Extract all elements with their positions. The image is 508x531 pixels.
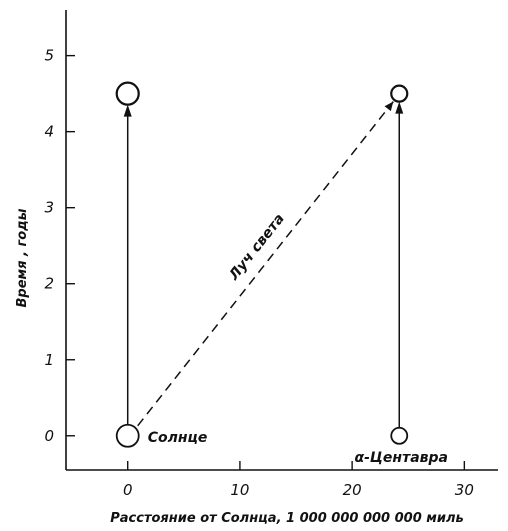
start-point [115,423,140,448]
y-tick-label: 4 [44,123,54,141]
y-tick-label: 1 [44,351,54,369]
light-ray-line [137,101,394,427]
object-label: Солнце [148,430,208,446]
ticks: 0 1 2 3 4 5 0 10 20 30 [44,47,473,499]
x-tick-label: 20 [343,481,362,499]
x-tick-label: 10 [230,481,249,499]
x-tick-label: 30 [455,481,474,499]
start-point [390,426,409,445]
x-tick-label: 0 [123,481,133,499]
y-tick-label: 0 [44,427,54,445]
y-tick-label: 2 [44,275,54,293]
end-point [115,81,140,106]
y-tick-label: 5 [44,47,54,65]
axes [65,10,498,471]
end-point [390,84,409,103]
y-axis-title: Время , годы [15,208,30,307]
y-tick-label: 3 [44,199,54,217]
light-ray-arrowhead [384,101,394,112]
x-axis-title: Расстояние от Солнца, 1 000 000 000 000 … [110,511,464,526]
world-lines: Солнце α-Центавра [115,81,448,466]
object-label: α-Центавра [355,450,448,466]
world-line-arrowhead [123,104,132,117]
world-line-arrowhead [395,101,404,114]
